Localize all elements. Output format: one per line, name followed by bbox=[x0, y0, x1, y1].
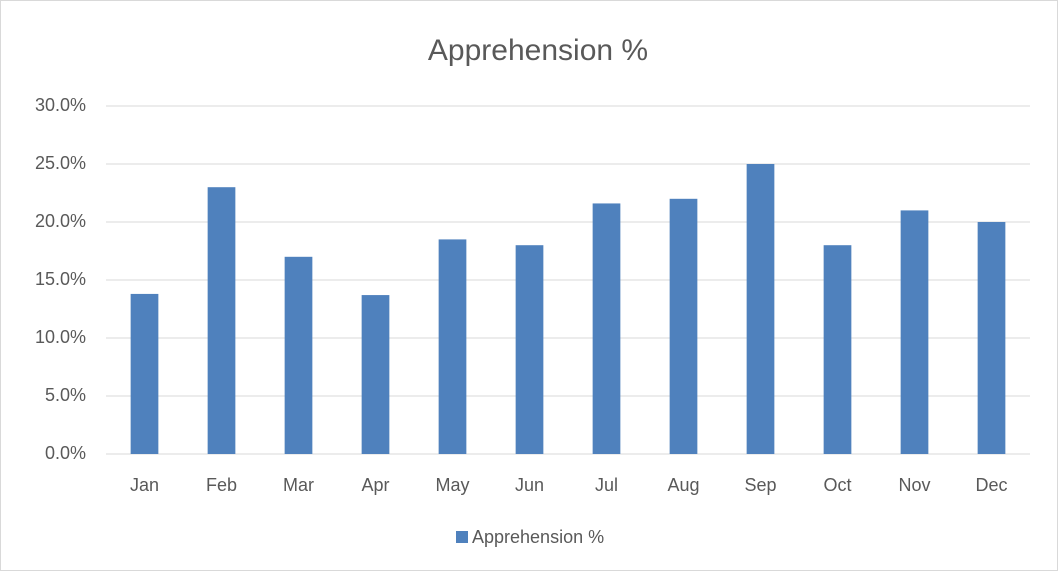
chart-title: Apprehension % bbox=[428, 34, 648, 67]
x-tick-label: May bbox=[435, 475, 469, 495]
bar bbox=[977, 222, 1006, 454]
bar bbox=[438, 239, 467, 454]
bar bbox=[823, 245, 852, 454]
y-tick-label: 0.0% bbox=[45, 443, 86, 463]
y-tick-label: 15.0% bbox=[35, 269, 86, 289]
bar bbox=[669, 198, 698, 454]
bar bbox=[746, 164, 775, 454]
x-tick-label: Feb bbox=[206, 475, 237, 495]
legend-swatch bbox=[456, 531, 468, 543]
bar bbox=[284, 256, 313, 454]
bar bbox=[207, 187, 236, 454]
bar bbox=[361, 295, 390, 454]
x-tick-label: Apr bbox=[361, 475, 389, 495]
bar bbox=[592, 203, 621, 454]
y-tick-label: 20.0% bbox=[35, 211, 86, 231]
y-tick-label: 25.0% bbox=[35, 153, 86, 173]
bar bbox=[515, 245, 544, 454]
x-tick-label: Aug bbox=[667, 475, 699, 495]
y-tick-label: 10.0% bbox=[35, 327, 86, 347]
x-tick-label: Jun bbox=[515, 475, 544, 495]
legend-label: Apprehension % bbox=[472, 527, 604, 547]
x-tick-label: Nov bbox=[898, 475, 930, 495]
bar bbox=[900, 210, 929, 454]
x-tick-label: Oct bbox=[823, 475, 851, 495]
x-tick-label: Jan bbox=[130, 475, 159, 495]
x-tick-label: Mar bbox=[283, 475, 314, 495]
y-tick-label: 30.0% bbox=[35, 95, 86, 115]
bar bbox=[130, 293, 159, 454]
x-tick-label: Jul bbox=[595, 475, 618, 495]
y-tick-label: 5.0% bbox=[45, 385, 86, 405]
x-tick-label: Sep bbox=[744, 475, 776, 495]
x-tick-label: Dec bbox=[975, 475, 1007, 495]
